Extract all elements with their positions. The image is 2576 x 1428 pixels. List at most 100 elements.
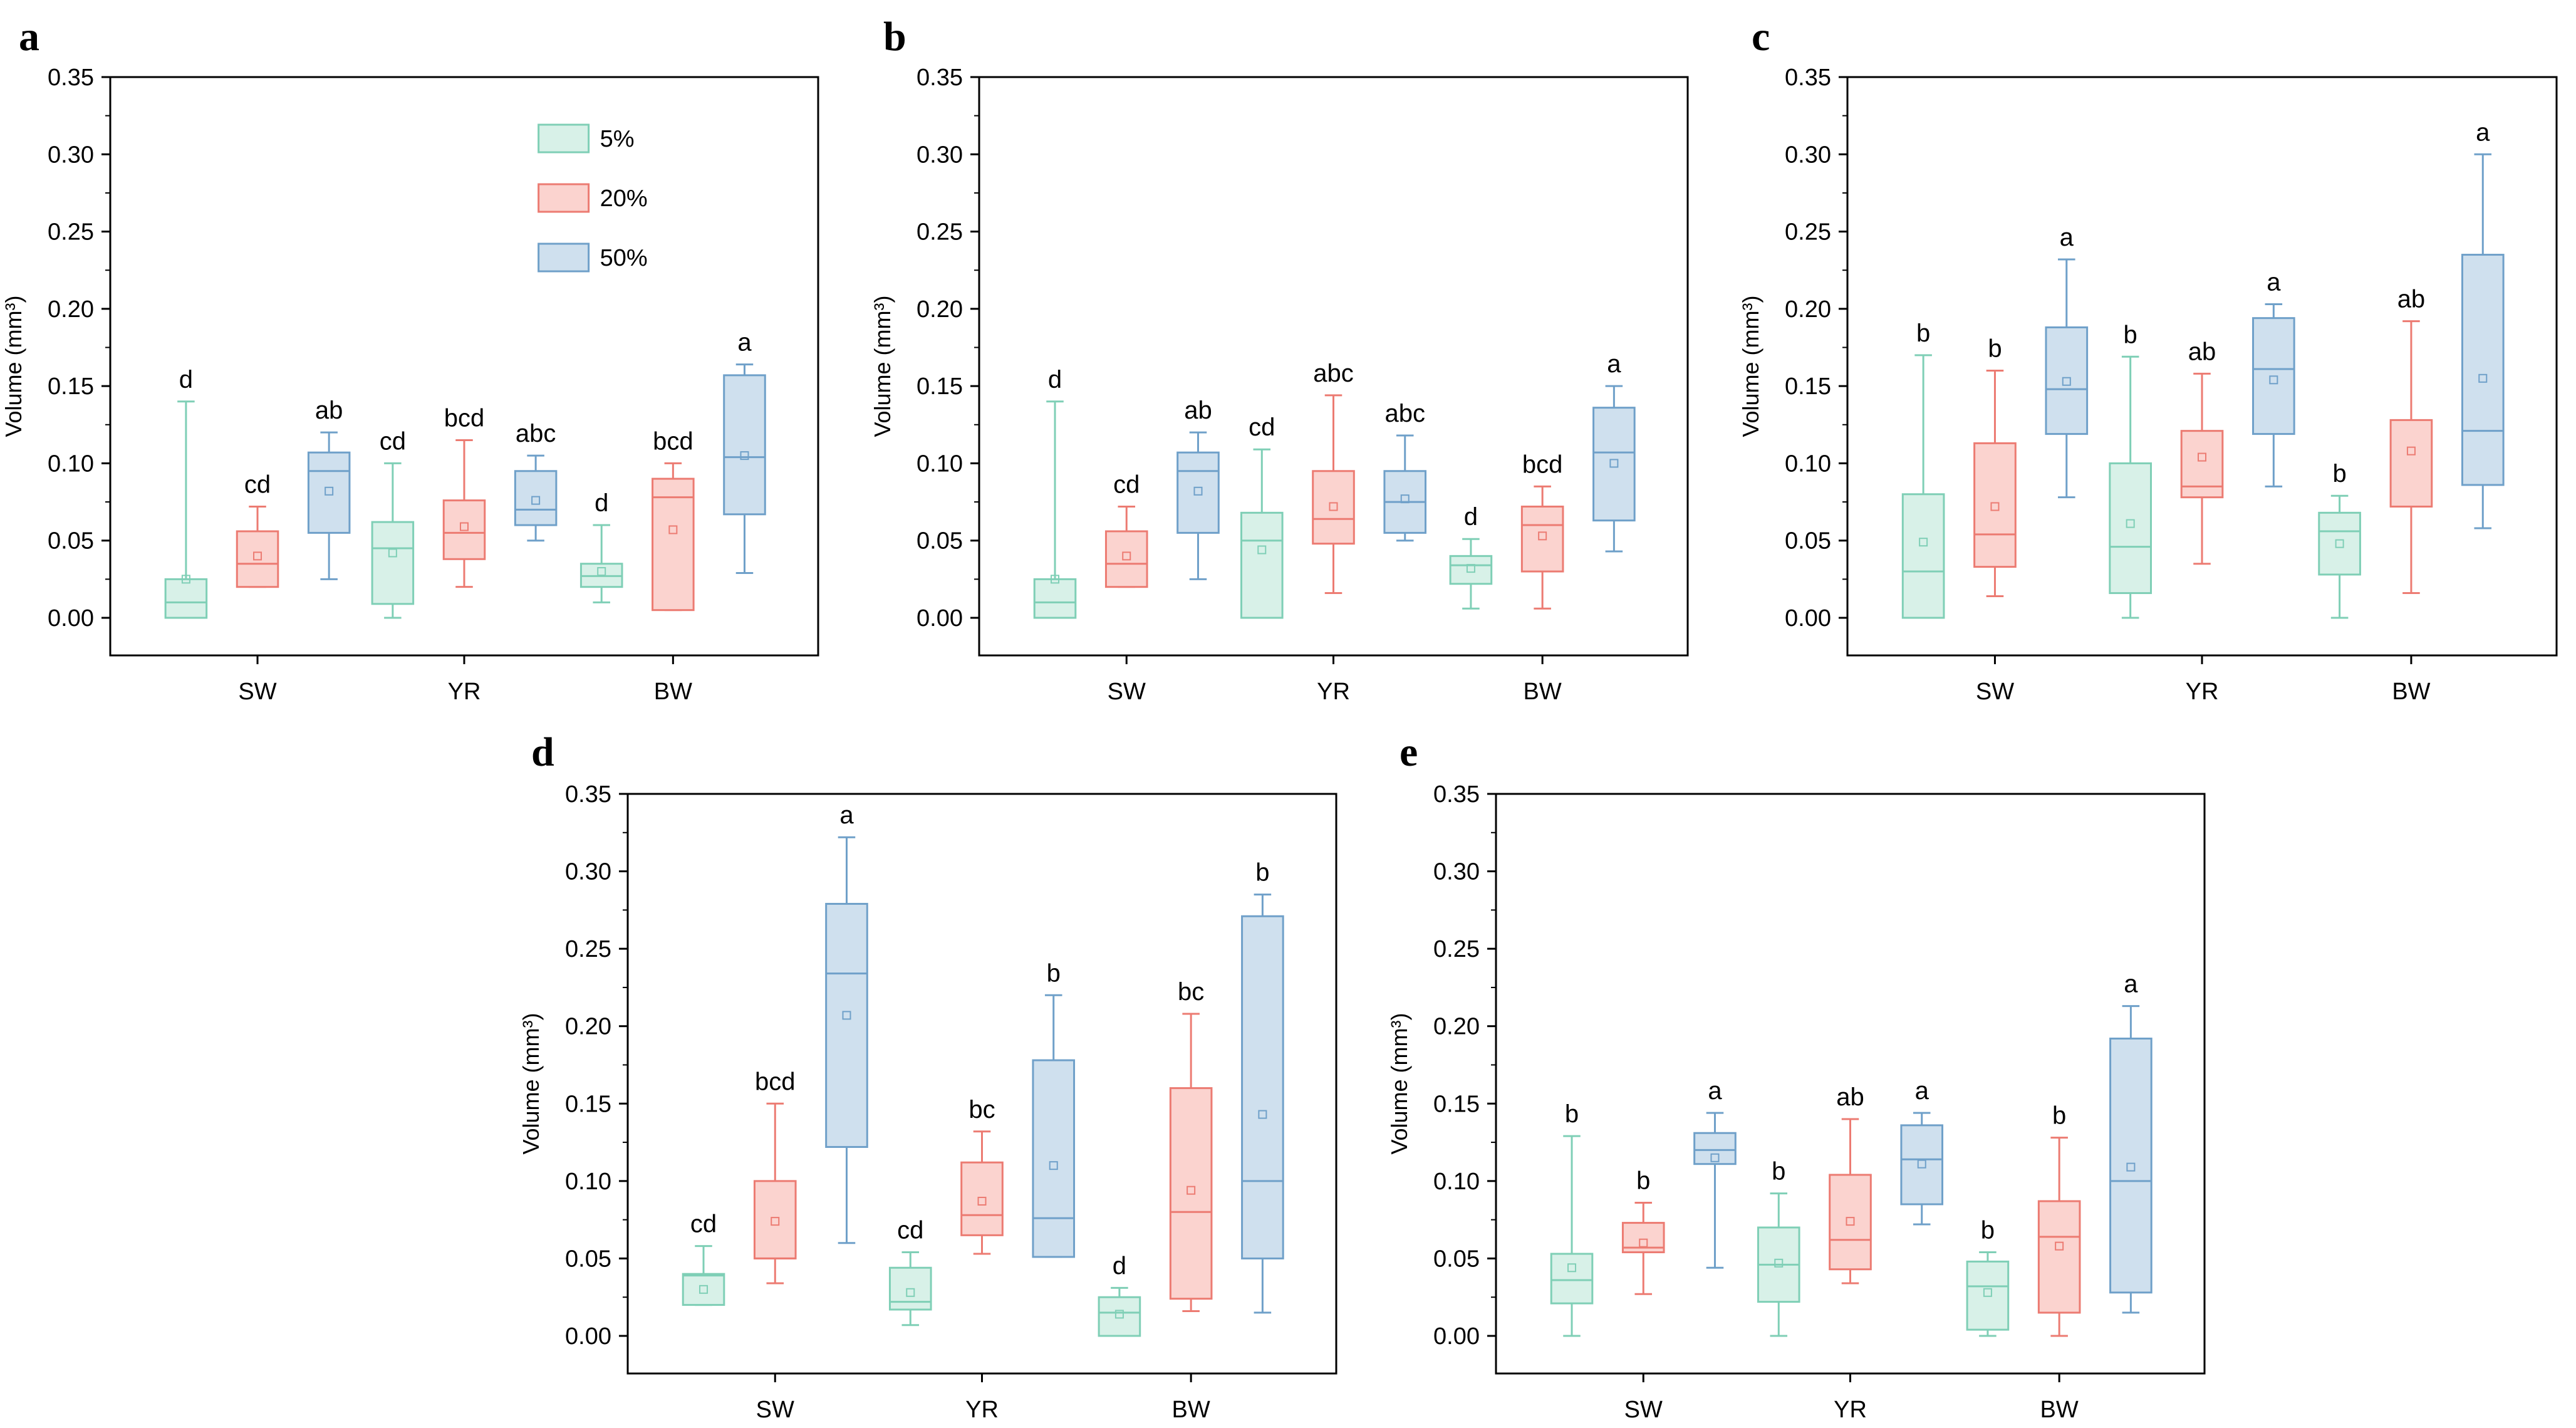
- box-iqr: [1449, 555, 1493, 585]
- box-SW-50pct: a: [2045, 224, 2089, 499]
- significance-label: ab: [315, 397, 343, 424]
- mean-marker: [1846, 1217, 1855, 1226]
- mean-marker: [2126, 519, 2135, 528]
- significance-label: bcd: [653, 427, 693, 455]
- significance-label: cd: [1113, 471, 1140, 498]
- mean-marker: [1187, 1186, 1196, 1195]
- y-tick-label: 0.05: [917, 528, 963, 555]
- mean-marker: [668, 525, 678, 534]
- significance-label: bcd: [444, 404, 485, 432]
- y-tick-label: 0.30: [48, 142, 94, 168]
- box-iqr: [514, 470, 558, 526]
- box-iqr: [1901, 493, 1945, 619]
- box-YR-20pct: ab: [2180, 338, 2224, 565]
- y-tick-label: 0.10: [1785, 451, 1831, 477]
- box-BW-50pct: a: [2461, 118, 2505, 529]
- box-SW-20pct: b: [1621, 1167, 1665, 1295]
- box-BW-20pct: bcd: [1520, 451, 1564, 610]
- significance-label: d: [595, 489, 608, 517]
- y-tick-label: 0.05: [48, 528, 94, 555]
- significance-label: a: [2476, 118, 2490, 146]
- mean-marker: [1609, 459, 1619, 468]
- box-YR-50pct: abc: [1383, 400, 1427, 542]
- y-tick-label: 0.30: [565, 859, 611, 885]
- box-BW-5pct: d: [1098, 1252, 1141, 1337]
- y-axis-title: Volume (mm³): [1, 295, 26, 437]
- mean-marker: [1193, 486, 1203, 496]
- mean-marker: [2406, 446, 2416, 456]
- significance-label: ab: [2397, 286, 2426, 313]
- box-YR-5pct: cd: [888, 1217, 932, 1326]
- box-BW-20pct: bc: [1169, 978, 1213, 1312]
- significance-label: abc: [1313, 360, 1354, 387]
- mean-marker: [1257, 545, 1267, 555]
- y-tick-label: 0.35: [1785, 65, 1831, 91]
- box-BW-20pct: bcd: [652, 427, 695, 612]
- mean-marker: [1538, 531, 1547, 541]
- box-iqr: [164, 578, 208, 619]
- box-iqr: [2109, 462, 2152, 595]
- box-iqr: [1098, 1296, 1141, 1337]
- mean-marker: [597, 567, 606, 576]
- box-BW-5pct: d: [1449, 503, 1493, 610]
- significance-label: bcd: [755, 1068, 796, 1095]
- mean-marker: [1466, 564, 1475, 573]
- y-tick-label: 0.30: [1785, 142, 1831, 168]
- y-tick-label: 0.00: [1785, 605, 1831, 632]
- legend-swatch-5pct: [538, 123, 590, 154]
- chart-panel-b: b 0.00 0.05 0.10 0.15 0.20 0.25 0.30 0.35 Volume …: [870, 14, 1689, 705]
- box-iqr: [1966, 1260, 2010, 1331]
- significance-label: b: [1565, 1100, 1579, 1128]
- y-tick-label: 0.10: [565, 1169, 611, 1195]
- box-SW-20pct: bcd: [753, 1068, 797, 1285]
- significance-label: cd: [380, 427, 406, 455]
- x-tick-label: SW: [756, 1397, 794, 1423]
- mean-marker: [1990, 502, 2000, 511]
- box-YR-5pct: cd: [371, 427, 415, 619]
- box-iqr: [1104, 530, 1148, 588]
- mean-marker: [181, 575, 190, 584]
- mean-marker: [2478, 373, 2488, 383]
- y-tick-label: 0.30: [917, 142, 963, 168]
- box-BW-5pct: d: [579, 489, 623, 603]
- significance-label: b: [1981, 1217, 1995, 1244]
- y-axis-title: Volume (mm³): [1738, 295, 1763, 437]
- mean-marker: [2335, 539, 2344, 548]
- significance-label: a: [2124, 971, 2138, 998]
- chart-panel-a: a 0.00 0.05 0.10 0.15 0.20 0.25 0.30 0.35 Volume …: [1, 14, 819, 705]
- x-tick-label: BW: [2392, 679, 2430, 705]
- significance-label: ab: [2188, 338, 2216, 365]
- chart-panel-c: c 0.00 0.05 0.10 0.15 0.20 0.25 0.30 0.35 Volume …: [1738, 14, 2558, 705]
- mean-marker: [531, 496, 541, 505]
- mean-marker: [740, 451, 749, 461]
- box-YR-20pct: bc: [960, 1096, 1004, 1255]
- x-tick-label: BW: [1172, 1397, 1210, 1423]
- x-tick-label: YR: [1834, 1397, 1867, 1423]
- box-SW-50pct: ab: [1176, 397, 1220, 580]
- mean-marker: [1051, 575, 1060, 584]
- x-tick-label: YR: [448, 679, 481, 705]
- y-tick-label: 0.35: [565, 781, 611, 808]
- y-tick-label: 0.15: [1785, 373, 1831, 400]
- significance-label: ab: [1184, 397, 1212, 424]
- mean-marker: [388, 548, 397, 558]
- significance-label: a: [1915, 1077, 1929, 1105]
- significance-label: a: [2060, 224, 2074, 251]
- box-BW-50pct: a: [1592, 350, 1636, 553]
- mean-marker: [1917, 1159, 1926, 1169]
- significance-label: ab: [1836, 1083, 1864, 1111]
- panel-letter: e: [1400, 729, 1418, 775]
- box-YR-50pct: a: [2252, 268, 2295, 487]
- box-BW-50pct: b: [1241, 859, 1284, 1314]
- mean-marker: [253, 551, 262, 561]
- legend-label: 50%: [600, 245, 648, 271]
- significance-label: cd: [244, 471, 271, 498]
- box-iqr: [960, 1161, 1004, 1236]
- box-YR-5pct: cd: [1240, 414, 1284, 619]
- y-tick-label: 0.05: [1433, 1246, 1480, 1272]
- mean-marker: [977, 1196, 987, 1206]
- plot-frame: [626, 793, 1337, 1375]
- significance-label: a: [2267, 268, 2281, 296]
- box-YR-5pct: b: [1757, 1158, 1800, 1337]
- x-tick-label: BW: [1524, 679, 1562, 705]
